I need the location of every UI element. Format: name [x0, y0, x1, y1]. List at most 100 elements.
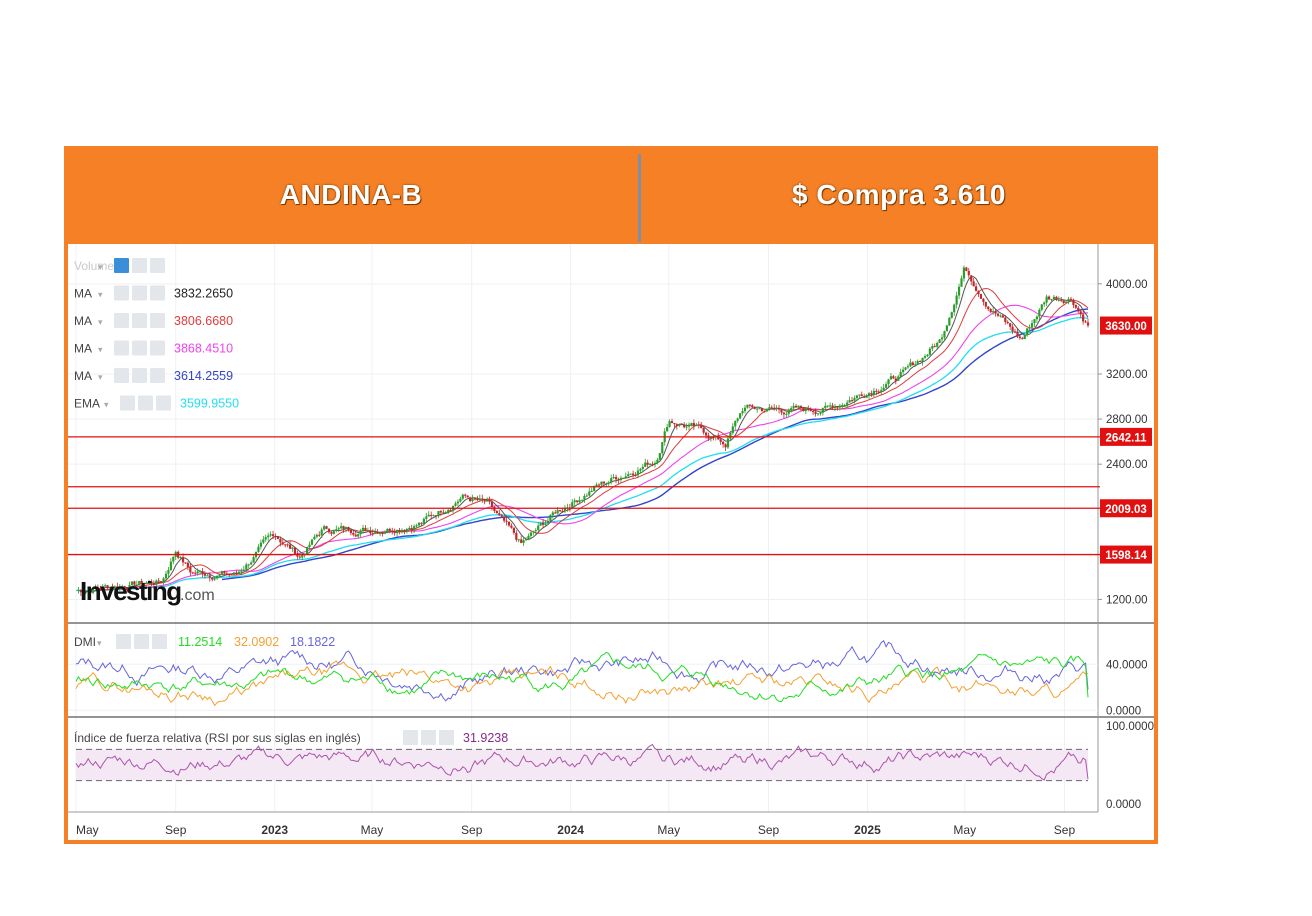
x-tick-label: 2023 [261, 823, 288, 837]
candle-body [264, 537, 267, 540]
candle-body [816, 413, 820, 415]
candle-body [152, 583, 155, 585]
candle-body [191, 572, 194, 574]
candle-body [186, 562, 190, 567]
candle-body [257, 546, 260, 552]
candle-body [617, 479, 620, 481]
candle-body [729, 432, 732, 439]
gear-icon [134, 634, 149, 649]
candle-body [780, 409, 783, 413]
candle-body [160, 581, 163, 583]
candle-body [546, 520, 550, 524]
candle-body [471, 498, 474, 502]
settings-icon [114, 258, 129, 273]
candle-body [164, 573, 168, 579]
candle-body [96, 587, 99, 589]
gear-icon [132, 340, 147, 356]
candle-body [933, 346, 936, 348]
candle-body [627, 474, 630, 477]
candle-body [218, 574, 221, 576]
candle-body [308, 544, 311, 548]
candle-body [743, 407, 747, 412]
y-tick-label: 40.0000 [1106, 659, 1148, 671]
candle-body [843, 404, 846, 406]
candle-body [242, 569, 245, 571]
candle-body [104, 585, 107, 587]
candle-body [357, 534, 360, 537]
candle-body [763, 411, 766, 413]
candle-body [279, 538, 282, 543]
candle-body [1016, 331, 1019, 337]
candle-body [121, 586, 124, 588]
candle-body [125, 587, 129, 590]
close-icon [439, 730, 454, 745]
candle-body [970, 275, 973, 282]
candle-body [556, 510, 559, 514]
candle-body [666, 427, 669, 432]
indicator-name: MA [74, 369, 92, 383]
candle-body [622, 477, 625, 479]
candle-body [824, 405, 827, 409]
settings-icon [120, 395, 135, 411]
candle-body [400, 529, 404, 532]
ma-magenta-line [95, 304, 1089, 592]
candle-body [354, 534, 357, 537]
candle-body [867, 393, 871, 396]
candle-body [559, 510, 562, 512]
candle-body [799, 405, 803, 408]
gear-icon [132, 313, 147, 328]
candle-body [410, 527, 413, 530]
dropdown-icon: ▾ [98, 345, 103, 355]
candle-body [777, 408, 781, 410]
candle-body [904, 367, 907, 370]
candle-body [593, 486, 596, 492]
candle-body [860, 394, 863, 397]
candle-body [420, 522, 423, 524]
y-tick-label: 2400.00 [1106, 459, 1148, 471]
candle-body [802, 407, 805, 412]
candle-body [84, 591, 87, 593]
candle-body [957, 286, 961, 296]
candle-body [551, 512, 554, 516]
candle-body [271, 534, 275, 537]
candle-body [196, 571, 199, 574]
candle-body [602, 481, 605, 484]
candle-body [123, 586, 126, 588]
candle-body [320, 529, 323, 535]
candle-body [734, 420, 737, 427]
candle-body [953, 304, 956, 313]
candle-body [1079, 311, 1082, 315]
candle-body [133, 581, 136, 585]
candle-body [999, 315, 1002, 317]
candle-body [702, 428, 705, 433]
candle-body [773, 407, 776, 409]
candle-body [383, 532, 387, 534]
candle-body [325, 526, 328, 529]
candle-body [894, 378, 897, 381]
candle-body [111, 587, 114, 589]
candle-body [741, 411, 744, 414]
candle-body [962, 267, 966, 279]
candle-body [447, 510, 450, 513]
candle-body [943, 331, 946, 338]
candle-body [422, 518, 425, 524]
candle-body [140, 580, 143, 584]
candle-body [1009, 323, 1012, 327]
candle-body [726, 438, 730, 448]
candle-body [206, 575, 209, 577]
gear-icon [138, 395, 153, 411]
candle-body [812, 410, 815, 413]
candle-body [639, 468, 642, 471]
dmi-minus-value: 32.0902 [234, 635, 279, 649]
candle-body [342, 526, 345, 530]
candle-body [99, 588, 102, 590]
gear-icon [132, 258, 147, 273]
candle-body [77, 589, 80, 591]
candle-body [157, 580, 160, 582]
candle-body [634, 474, 637, 476]
candle-body [1055, 296, 1058, 300]
candle-body [950, 312, 953, 318]
candle-body [865, 395, 868, 398]
candle-body [807, 407, 810, 410]
indicator-value: 3599.9550 [180, 397, 239, 411]
